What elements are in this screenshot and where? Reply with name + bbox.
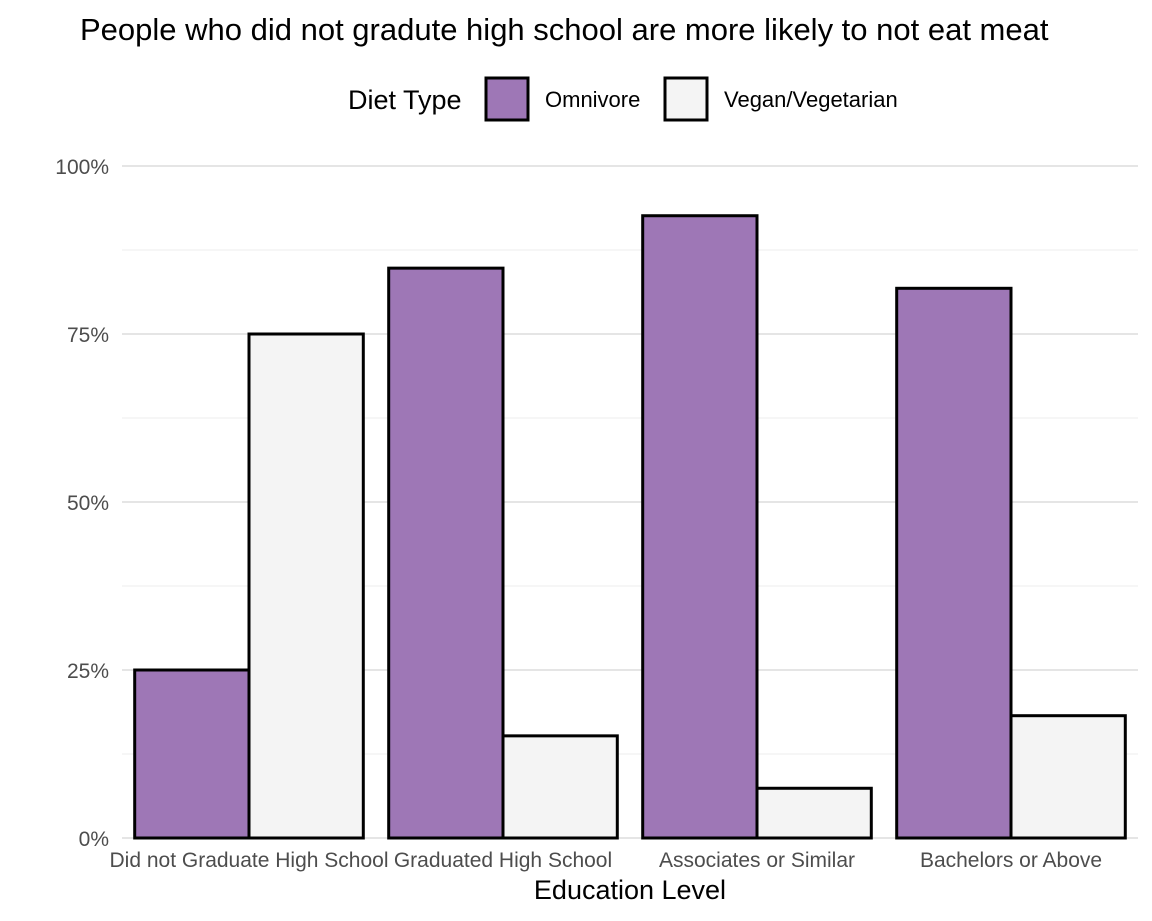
x-tick-label: Bachelors or Above: [920, 849, 1102, 872]
y-axis: 0% 25% 50% 75% 100%: [55, 156, 109, 851]
x-axis-title: Education Level: [534, 875, 726, 905]
chart-title: People who did not gradute high school a…: [80, 12, 1049, 47]
legend-label-vegan-vegetarian: Vegan/Vegetarian: [724, 87, 898, 112]
y-tick-label: 50%: [67, 492, 109, 515]
x-axis: Did not Graduate High School Graduated Hi…: [110, 849, 1103, 872]
y-tick-label: 100%: [55, 156, 109, 179]
bar-omnivore-did-not-graduate-high-school: [133, 668, 251, 840]
bar-vegan-vegetarian-associates-or-similar: [755, 786, 873, 840]
bar-vegan-vegetarian-did-not-graduate-high-school: [247, 332, 365, 840]
bar-omnivore-bachelors-or-above: [895, 286, 1013, 840]
legend-title: Diet Type: [348, 85, 462, 115]
x-tick-label: Did not Graduate High School: [110, 849, 389, 872]
y-tick-label: 25%: [67, 660, 109, 683]
legend: Diet Type Omnivore Vegan/Vegetarian: [348, 76, 898, 122]
x-tick-label: Graduated High School: [394, 849, 612, 872]
bar-omnivore-graduated-high-school: [387, 266, 505, 840]
bar-vegan-vegetarian-bachelors-or-above: [1009, 714, 1127, 840]
legend-key-omnivore: [484, 76, 530, 122]
x-tick-label: Associates or Similar: [659, 849, 855, 872]
bar-vegan-vegetarian-graduated-high-school: [501, 734, 619, 840]
legend-label-omnivore: Omnivore: [545, 87, 640, 112]
y-tick-label: 75%: [67, 324, 109, 347]
bars: [133, 214, 1127, 840]
legend-key-vegan-vegetarian: [663, 76, 709, 122]
y-tick-label: 0%: [79, 828, 109, 851]
bar-omnivore-associates-or-similar: [641, 214, 759, 840]
